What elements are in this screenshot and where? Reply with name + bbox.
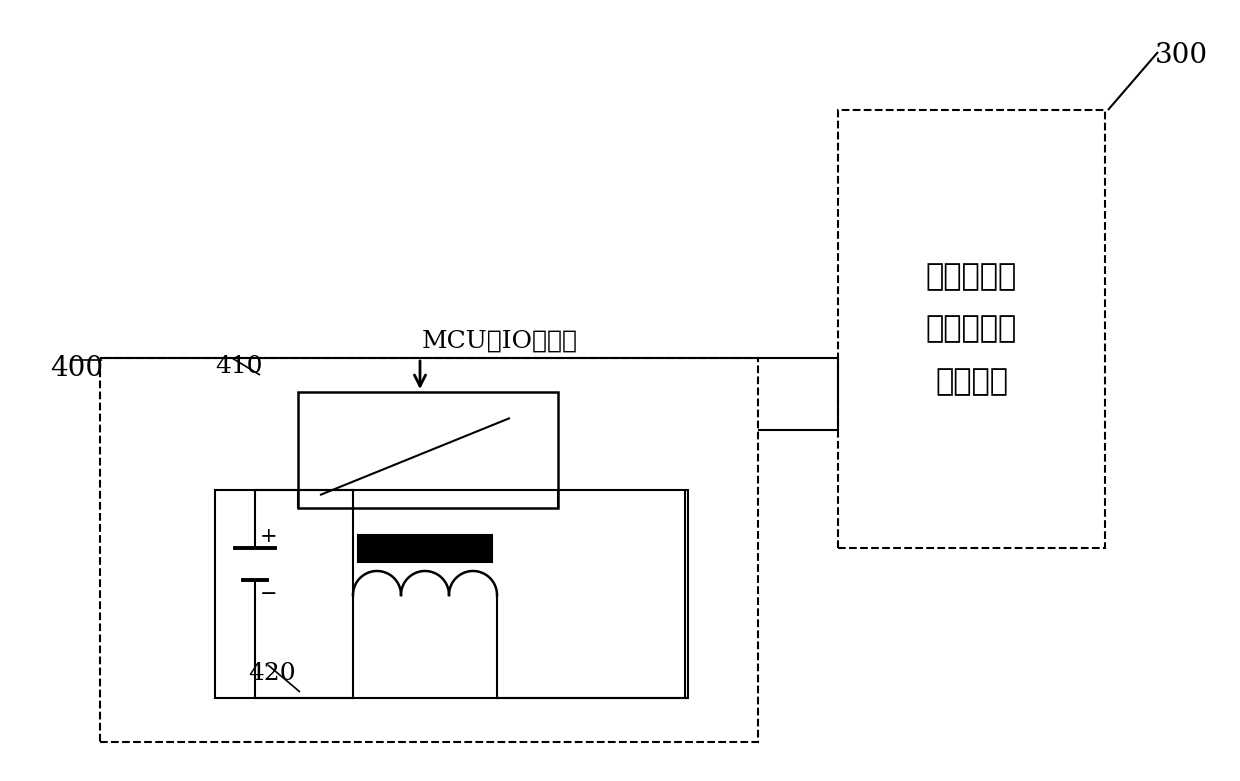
Text: −: −	[260, 584, 278, 604]
Bar	[838, 110, 1105, 548]
Bar	[358, 535, 492, 562]
Bar	[215, 490, 688, 698]
Text: 300: 300	[1154, 42, 1208, 69]
Bar	[298, 392, 558, 508]
Text: +: +	[260, 526, 278, 545]
Bar	[100, 358, 758, 742]
Text: 采样、数字
信号处理和
控制模块: 采样、数字 信号处理和 控制模块	[926, 261, 1017, 397]
Text: 410: 410	[215, 355, 263, 378]
Text: 420: 420	[248, 662, 295, 685]
Text: MCU的IO控制线: MCU的IO控制线	[422, 330, 578, 353]
Text: 400: 400	[50, 355, 103, 382]
